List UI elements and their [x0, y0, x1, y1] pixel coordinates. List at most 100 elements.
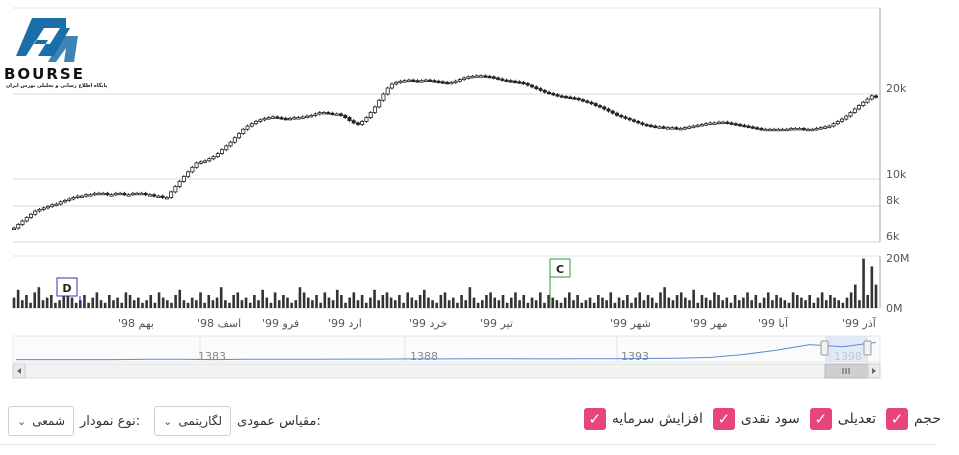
- volume-bar[interactable]: [849, 292, 853, 308]
- candle-body[interactable]: [249, 123, 254, 127]
- volume-bar[interactable]: [12, 297, 16, 308]
- volume-bar[interactable]: [112, 300, 115, 308]
- candle-body[interactable]: [483, 75, 488, 78]
- candle-body[interactable]: [398, 80, 403, 84]
- price-chart[interactable]: 20k 10k 8k 6k 20M 0M D C بهم 98' اسف 98'…: [0, 0, 959, 400]
- candle-body[interactable]: [254, 120, 259, 125]
- candle-body[interactable]: [857, 105, 862, 110]
- candle-body[interactable]: [37, 209, 42, 212]
- candle-body[interactable]: [313, 113, 318, 116]
- candle-body[interactable]: [381, 93, 386, 101]
- candle-body[interactable]: [755, 127, 760, 130]
- candle-body[interactable]: [258, 119, 263, 122]
- candle-body[interactable]: [445, 81, 450, 85]
- volume-bar[interactable]: [116, 297, 119, 308]
- candle-body[interactable]: [513, 80, 518, 84]
- candle-body[interactable]: [479, 75, 484, 78]
- candle-body[interactable]: [402, 80, 407, 83]
- candle-body[interactable]: [687, 126, 692, 129]
- volume-bar[interactable]: [808, 295, 811, 308]
- volume-bar[interactable]: [510, 297, 513, 308]
- volume-bar[interactable]: [824, 300, 828, 308]
- volume-bar[interactable]: [157, 292, 161, 308]
- candle-body[interactable]: [292, 117, 297, 120]
- volume-bar[interactable]: [215, 297, 219, 308]
- candle-body[interactable]: [670, 127, 675, 130]
- volume-bar[interactable]: [762, 297, 766, 308]
- volume-bar[interactable]: [33, 292, 37, 308]
- candle-body[interactable]: [559, 95, 564, 98]
- candle-body[interactable]: [330, 112, 335, 116]
- volume-bar[interactable]: [729, 302, 733, 308]
- candle-body[interactable]: [674, 127, 679, 130]
- volume-bar[interactable]: [505, 302, 509, 308]
- volume-bar[interactable]: [414, 300, 418, 308]
- candle-body[interactable]: [797, 128, 802, 131]
- candle-body[interactable]: [377, 99, 382, 108]
- candle-body[interactable]: [572, 97, 577, 100]
- volume-bar[interactable]: [323, 292, 327, 308]
- candle-body[interactable]: [92, 192, 97, 196]
- candle-body[interactable]: [360, 120, 365, 125]
- volume-bar[interactable]: [211, 300, 215, 308]
- candle-body[interactable]: [508, 80, 513, 83]
- candle-body[interactable]: [355, 122, 360, 125]
- candle-body[interactable]: [79, 195, 84, 198]
- candle-body[interactable]: [75, 195, 80, 198]
- candle-body[interactable]: [665, 127, 670, 130]
- candle-body[interactable]: [262, 117, 267, 121]
- candle-body[interactable]: [449, 81, 454, 85]
- candle-body[interactable]: [835, 120, 840, 125]
- volume-bar[interactable]: [344, 302, 347, 308]
- volume-bar[interactable]: [858, 300, 861, 308]
- candle-body[interactable]: [746, 125, 751, 128]
- chart-type-select[interactable]: ⌄ شمعی: [8, 406, 75, 436]
- candle-body[interactable]: [865, 98, 870, 103]
- candle-body[interactable]: [653, 125, 658, 128]
- volume-bar[interactable]: [248, 302, 252, 308]
- candle-body[interactable]: [593, 103, 598, 106]
- candle-body[interactable]: [844, 115, 849, 120]
- candle-body[interactable]: [453, 80, 458, 84]
- candle-body[interactable]: [326, 112, 331, 115]
- volume-bar[interactable]: [431, 300, 434, 308]
- candle-body[interactable]: [619, 114, 624, 118]
- volume-bar[interactable]: [675, 295, 679, 308]
- candle-body[interactable]: [699, 124, 704, 127]
- candle-body[interactable]: [852, 108, 857, 113]
- volume-bar[interactable]: [663, 287, 666, 308]
- volume-bar[interactable]: [166, 300, 169, 308]
- checkbox-checked-icon[interactable]: ✓: [885, 408, 908, 430]
- candle-body[interactable]: [759, 128, 764, 131]
- candle-body[interactable]: [266, 117, 271, 120]
- volume-bar[interactable]: [153, 302, 157, 308]
- volume-bar[interactable]: [721, 300, 724, 308]
- volume-bar[interactable]: [642, 300, 646, 308]
- candle-body[interactable]: [245, 125, 250, 130]
- volume-bar[interactable]: [476, 302, 480, 308]
- volume-bar[interactable]: [402, 302, 405, 308]
- candle-body[interactable]: [614, 112, 619, 116]
- candle-body[interactable]: [648, 124, 653, 128]
- volume-bar[interactable]: [841, 302, 845, 308]
- candle-body[interactable]: [389, 83, 394, 89]
- candle-body[interactable]: [215, 153, 220, 158]
- volume-bar[interactable]: [381, 295, 385, 308]
- volume-bar[interactable]: [103, 302, 107, 308]
- volume-bar[interactable]: [713, 292, 716, 308]
- candle-body[interactable]: [610, 110, 615, 114]
- volume-bar[interactable]: [626, 295, 629, 308]
- candle-body[interactable]: [296, 117, 301, 120]
- candle-body[interactable]: [504, 79, 509, 83]
- volume-bar[interactable]: [451, 297, 455, 308]
- volume-bar[interactable]: [447, 300, 451, 308]
- candle-body[interactable]: [831, 123, 836, 127]
- volume-bar[interactable]: [754, 295, 758, 308]
- volume-bar[interactable]: [435, 302, 439, 308]
- volume-bar[interactable]: [356, 300, 360, 308]
- volume-bar[interactable]: [91, 297, 95, 308]
- candle-body[interactable]: [644, 124, 649, 127]
- candle-body[interactable]: [772, 128, 777, 132]
- candle-body[interactable]: [317, 112, 322, 115]
- candle-body[interactable]: [385, 87, 390, 95]
